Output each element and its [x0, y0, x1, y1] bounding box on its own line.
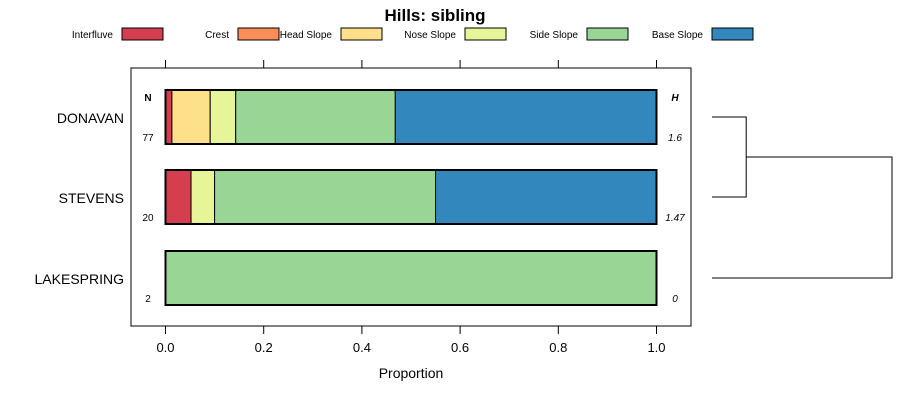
legend-swatch-crest [237, 27, 280, 41]
dendrogram [712, 116, 893, 279]
legend-label-base-slope: Base Slope [652, 30, 704, 41]
bar-donavan-base-slope [394, 89, 657, 145]
bar-donavan-head-slope [171, 89, 211, 145]
legend-swatch-nose-slope [464, 27, 507, 41]
x-axis-title: Proportion [379, 365, 444, 381]
category-label-lakespring: LAKESPRING [35, 271, 124, 287]
h-header: H [671, 93, 679, 104]
dendrogram-branch-donavan-stevens [712, 116, 747, 198]
n-value-lakespring: 2 [145, 294, 151, 305]
legend-label-nose-slope: Nose Slope [404, 30, 456, 41]
chart-title: Hills: sibling [384, 6, 485, 25]
x-tick-label-4: 0.8 [549, 340, 567, 355]
dendrogram-branch-root [712, 156, 893, 279]
bars [164, 89, 658, 306]
top-axis-ticks [165, 60, 657, 68]
category-label-donavan: DONAVAN [57, 110, 124, 126]
legend: Interfluve Crest Head Slope Nose Slope Side … [72, 27, 754, 41]
legend-label-head-slope: Head Slope [280, 30, 333, 41]
bar-donavan-nose-slope [209, 89, 237, 145]
h-value-stevens: 1.47 [665, 213, 685, 224]
legend-swatch-side-slope [586, 27, 629, 41]
bar-outline-stevens [164, 169, 658, 225]
annotations: N H 77 1.620 1.472 0 [142, 93, 685, 305]
bar-stevens-nose-slope [190, 169, 216, 225]
n-value-donavan: 77 [142, 133, 154, 144]
category-labels: DONAVAN STEVENS LAKESPRING [35, 110, 124, 287]
legend-label-side-slope: Side Slope [530, 30, 579, 41]
bar-stevens-base-slope [435, 169, 657, 225]
n-header: N [144, 93, 151, 104]
x-tick-label-0: 0.0 [156, 340, 174, 355]
h-value-lakespring: 0 [672, 294, 678, 305]
x-tick-label-1: 0.2 [255, 340, 273, 355]
h-value-donavan: 1.6 [668, 133, 682, 144]
bar-lakespring-side-slope [165, 250, 657, 306]
legend-swatch-base-slope [711, 27, 754, 41]
n-value-stevens: 20 [142, 213, 154, 224]
bar-outline-lakespring [164, 250, 658, 306]
bar-outline-donavan [164, 89, 658, 145]
bar-stevens-interfluve [165, 169, 192, 225]
bar-stevens-side-slope [214, 169, 437, 225]
x-tick-label-5: 1.0 [647, 340, 665, 355]
legend-label-interfluve: Interfluve [72, 30, 114, 41]
legend-swatch-head-slope [340, 27, 383, 41]
category-label-stevens: STEVENS [59, 190, 124, 206]
bar-donavan-side-slope [235, 89, 396, 145]
legend-swatch-interfluve [121, 27, 164, 41]
plot-frame [130, 67, 692, 327]
x-axis: 0.0 0.2 0.4 0.6 0.8 1.0 [156, 326, 666, 355]
x-tick-label-2: 0.4 [353, 340, 371, 355]
x-tick-label-3: 0.6 [451, 340, 469, 355]
legend-label-crest: Crest [205, 30, 229, 41]
